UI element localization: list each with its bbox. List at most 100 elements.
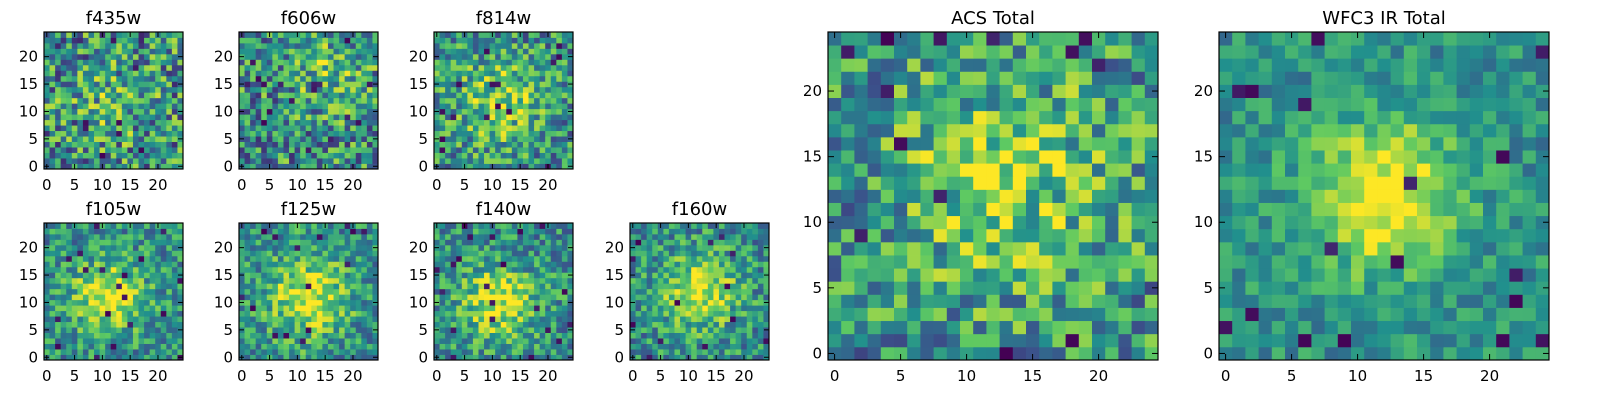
- heatmap-cell: [177, 48, 184, 55]
- heatmap-cell: [528, 343, 535, 350]
- heatmap-cell: [244, 261, 251, 268]
- heatmap-cell: [550, 354, 557, 361]
- heatmap-cell: [713, 294, 720, 301]
- heatmap-cell: [1092, 176, 1106, 190]
- heatmap-cell: [255, 108, 262, 115]
- heatmap-cell: [277, 321, 284, 328]
- heatmap-cell: [763, 250, 770, 257]
- heatmap-cell: [88, 343, 95, 350]
- panel-title-f140w: f140w: [476, 199, 531, 220]
- heatmap-cell: [289, 59, 295, 66]
- heatmap-cell: [327, 163, 334, 170]
- heatmap-cell: [528, 130, 535, 137]
- heatmap-cell: [556, 64, 563, 71]
- heatmap-cell: [467, 119, 474, 126]
- heatmap-cell: [333, 288, 340, 295]
- heatmap-cell: [652, 343, 659, 350]
- heatmap-cell: [289, 349, 295, 355]
- heatmap-cell: [177, 316, 184, 323]
- heatmap-cell: [311, 255, 318, 262]
- heatmap-cell: [132, 125, 139, 132]
- heatmap-cell: [66, 141, 73, 148]
- heatmap-cell: [495, 288, 502, 295]
- heatmap-cell: [366, 277, 373, 284]
- heatmap-cell: [478, 119, 485, 126]
- heatmap-cell: [132, 283, 139, 290]
- heatmap-cell: [149, 136, 156, 142]
- heatmap-cell: [55, 125, 62, 132]
- heatmap-cell: [82, 266, 89, 273]
- heatmap-cell: [261, 158, 268, 164]
- heatmap-cell: [1039, 202, 1053, 217]
- heatmap-cell: [132, 266, 139, 273]
- heatmap-cell: [366, 37, 373, 44]
- heatmap-cell: [171, 305, 178, 312]
- heatmap-cell: [668, 354, 675, 361]
- heatmap-cell: [522, 332, 529, 339]
- heatmap-cell: [763, 266, 770, 273]
- heatmap-cell: [730, 288, 737, 295]
- heatmap-cell: [506, 86, 513, 93]
- heatmap-cell: [289, 136, 295, 142]
- heatmap-cell: [350, 75, 357, 82]
- heatmap-cell: [713, 244, 720, 251]
- heatmap-cell: [567, 103, 574, 110]
- heatmap-cell: [88, 125, 95, 132]
- heatmap-cell: [350, 338, 357, 344]
- heatmap-cell: [132, 59, 139, 66]
- heatmap-cell: [567, 343, 574, 350]
- heatmap-cell: [461, 338, 468, 344]
- heatmap-cell: [973, 176, 987, 190]
- heatmap-cell: [261, 250, 268, 257]
- heatmap-cell: [1052, 333, 1066, 348]
- heatmap-cell: [344, 92, 351, 99]
- heatmap-cell: [1039, 255, 1053, 269]
- heatmap-cell: [311, 114, 318, 121]
- heatmap-cell: [511, 158, 518, 164]
- heatmap-cell: [567, 239, 574, 246]
- heatmap-cell: [350, 266, 357, 273]
- heatmap-cell: [344, 86, 351, 93]
- heatmap-cell: [517, 288, 524, 295]
- heatmap-cell: [567, 223, 574, 229]
- heatmap-cell: [506, 255, 513, 262]
- heatmap-cell: [132, 147, 139, 153]
- heatmap-cell: [166, 294, 173, 301]
- heatmap-cell: [255, 48, 262, 55]
- heatmap-cell: [99, 70, 106, 77]
- heatmap-cell: [550, 114, 557, 121]
- heatmap-cell: [478, 92, 485, 99]
- heatmap-cell: [99, 299, 106, 306]
- heatmap-cell: [434, 48, 440, 55]
- heatmap-cell: [138, 92, 145, 99]
- heatmap-cell: [60, 32, 67, 38]
- heatmap-cell: [828, 320, 842, 335]
- heatmap-cell: [250, 86, 257, 93]
- heatmap-cell: [445, 53, 452, 60]
- heatmap-cell: [239, 294, 245, 301]
- heatmap-cell: [155, 266, 162, 273]
- heatmap-cell: [500, 299, 507, 306]
- heatmap-cell: [556, 299, 563, 306]
- heatmap-cell: [144, 125, 151, 132]
- heatmap-cell: [450, 86, 457, 93]
- heatmap-cell: [322, 343, 329, 350]
- heatmap-cell: [294, 119, 301, 126]
- heatmap-cell: [567, 59, 574, 66]
- heatmap-cell: [311, 261, 318, 268]
- heatmap-cell: [239, 255, 245, 262]
- heatmap-cell: [534, 53, 541, 60]
- heatmap-cell: [691, 272, 698, 279]
- heatmap-cell: [127, 277, 134, 284]
- heatmap-cell: [294, 332, 301, 339]
- heatmap-cell: [713, 299, 720, 306]
- heatmap-cell: [960, 346, 974, 361]
- y-tick-label: 5: [418, 130, 428, 148]
- heatmap-cell: [450, 141, 457, 148]
- heatmap-cell: [713, 261, 720, 268]
- heatmap-cell: [946, 163, 961, 177]
- heatmap-cell: [261, 108, 268, 115]
- heatmap-cell: [289, 103, 295, 110]
- heatmap-cell: [138, 97, 145, 104]
- heatmap-cell: [344, 332, 351, 339]
